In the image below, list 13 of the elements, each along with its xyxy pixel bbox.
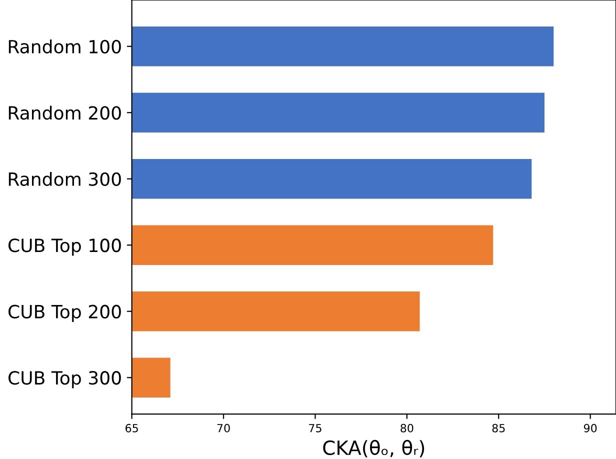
x-tick-label: 65 [126, 424, 138, 432]
y-tick-label: CUB Top 300 [8, 371, 121, 388]
x-tick-label: 85 [492, 424, 505, 432]
x-tick-label: 70 [217, 424, 230, 432]
y-tick-label: Random 100 [8, 40, 121, 54]
y-tick-label: Random 300 [8, 172, 121, 186]
x-axis-title: CKA(θₒ, θᵣ) [323, 440, 424, 458]
x-tick-label: 90 [584, 424, 597, 432]
y-tick-label: CUB Top 200 [8, 304, 121, 322]
x-tick-label: 75 [309, 424, 322, 432]
y-tick-label: CUB Top 100 [8, 238, 121, 256]
y-tick-label: Random 200 [8, 106, 121, 120]
x-tick-label: 80 [400, 424, 414, 432]
